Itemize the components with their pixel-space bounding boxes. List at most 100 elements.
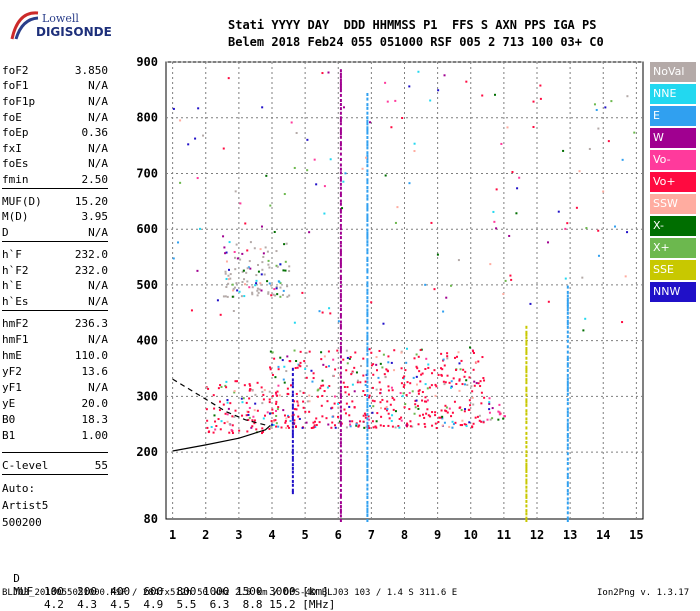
echo-mark [275, 287, 278, 290]
vertical-trace-mark [566, 357, 569, 361]
vertical-trace-mark [339, 257, 342, 261]
echo-mark [262, 252, 265, 255]
echo-mark [379, 407, 382, 410]
echo-mark [273, 357, 276, 360]
echo-mark [327, 423, 330, 426]
echo-mark [313, 424, 316, 427]
echo-mark [305, 376, 308, 379]
vertical-trace-mark [366, 346, 369, 350]
echo-mark [390, 419, 393, 422]
echo-mark [302, 400, 305, 403]
echo-mark [279, 282, 282, 285]
echo-mark [482, 421, 485, 424]
echo-mark [368, 396, 371, 399]
echo-mark [438, 416, 441, 419]
echo-mark [242, 397, 245, 400]
echo-mark [233, 390, 236, 393]
vertical-trace-mark [366, 243, 369, 247]
echo-mark [402, 376, 405, 379]
muf-label: MUF [13, 585, 34, 598]
param-key: M(D) [2, 210, 29, 223]
echo-mark [446, 355, 449, 358]
vertical-trace-mark [525, 420, 528, 424]
echo-mark [364, 394, 367, 397]
echo-mark [355, 423, 358, 426]
echo-mark [227, 278, 230, 281]
echo-mark [255, 428, 258, 431]
echo-mark [249, 241, 252, 244]
param-row: h`Es N/A [2, 294, 108, 310]
noise-mark [547, 300, 550, 303]
echo-mark [222, 295, 225, 298]
noise-mark [408, 182, 411, 185]
vertical-trace-mark [566, 330, 569, 334]
vertical-trace-mark [566, 311, 569, 315]
echo-mark [400, 382, 403, 385]
echo-mark [423, 400, 426, 403]
vertical-trace-mark [566, 484, 569, 488]
param-key: h`F2 [2, 264, 29, 277]
noise-mark [323, 185, 326, 188]
echo-mark [328, 385, 331, 388]
vertical-trace-mark [366, 308, 369, 312]
param-row: B1 1.00 [2, 428, 108, 444]
vertical-trace-mark [339, 214, 342, 218]
vertical-trace-mark [339, 449, 342, 453]
echo-mark [323, 355, 326, 358]
noise-mark [495, 227, 498, 230]
echo-mark [498, 403, 501, 406]
echo-mark [387, 412, 390, 415]
echo-mark [234, 268, 237, 271]
vertical-trace-mark [339, 86, 342, 90]
vertical-trace-mark [291, 378, 294, 382]
noise-mark [216, 299, 219, 302]
vertical-trace-mark [366, 231, 369, 235]
vertical-trace-mark [366, 284, 369, 288]
noise-mark [295, 132, 298, 135]
echo-mark [276, 394, 279, 397]
echo-mark [236, 289, 239, 292]
echo-mark [267, 259, 270, 262]
echo-mark [481, 356, 484, 359]
vertical-trace-mark [366, 106, 369, 110]
echo-mark [245, 271, 248, 274]
noise-mark [450, 284, 453, 287]
vertical-trace-mark [339, 244, 342, 248]
vertical-trace-mark [291, 381, 294, 385]
echo-mark [468, 376, 471, 379]
muf-d-values: 100 200 400 600 800 1000 1500 3000 [km] [44, 585, 329, 598]
noise-mark [604, 106, 607, 109]
echo-mark [364, 416, 367, 419]
echo-mark [289, 419, 292, 422]
echo-mark [409, 420, 412, 423]
echo-mark [387, 385, 390, 388]
echo-mark [450, 415, 453, 418]
echo-mark [283, 414, 286, 417]
echo-mark [261, 261, 264, 264]
x-tick-label: 9 [434, 528, 441, 542]
echo-mark [349, 425, 352, 428]
vertical-trace-mark [366, 364, 369, 368]
vertical-trace-mark [339, 493, 342, 497]
x-tick-label: 2 [202, 528, 209, 542]
echo-mark [308, 410, 311, 413]
vertical-trace-mark [525, 325, 528, 329]
legend-item-vo: Vo- [650, 150, 696, 170]
vertical-trace-mark [339, 380, 342, 384]
echo-mark [362, 374, 365, 377]
y-tick-label: 400 [136, 334, 158, 348]
vertical-trace-mark [366, 116, 369, 120]
echo-mark [339, 373, 342, 376]
vertical-trace-mark [339, 280, 342, 284]
vertical-trace-mark [339, 345, 342, 349]
vertical-trace-mark [366, 119, 369, 123]
echo-mark [301, 426, 304, 429]
noise-mark [564, 277, 567, 280]
vertical-trace-mark [366, 258, 369, 262]
echo-mark [320, 358, 323, 361]
param-divider [2, 241, 108, 242]
echo-mark [271, 395, 274, 398]
noise-mark [329, 158, 332, 161]
echo-mark [266, 411, 269, 414]
echo-mark [227, 407, 230, 410]
